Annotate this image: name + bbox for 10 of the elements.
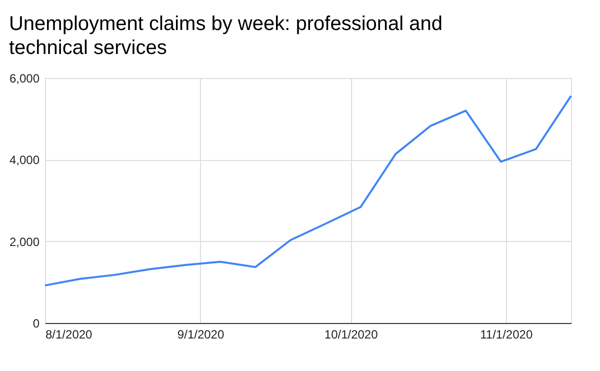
y-tick-label: 6,000 xyxy=(9,72,40,86)
chart-title: Unemployment claims by week: professional and technical services xyxy=(8,13,443,59)
y-tick-label: 0 xyxy=(32,316,40,330)
x-tick-label: 9/1/2020 xyxy=(177,328,224,342)
y-tick-label: 4,000 xyxy=(9,153,40,168)
line-series xyxy=(44,94,572,286)
x-tick-label: 11/1/2020 xyxy=(480,328,533,342)
x-tick-label: 8/1/2020 xyxy=(46,328,93,342)
x-tick-label: 10/1/2020 xyxy=(324,328,378,342)
y-tick-label: 2,000 xyxy=(9,234,40,249)
